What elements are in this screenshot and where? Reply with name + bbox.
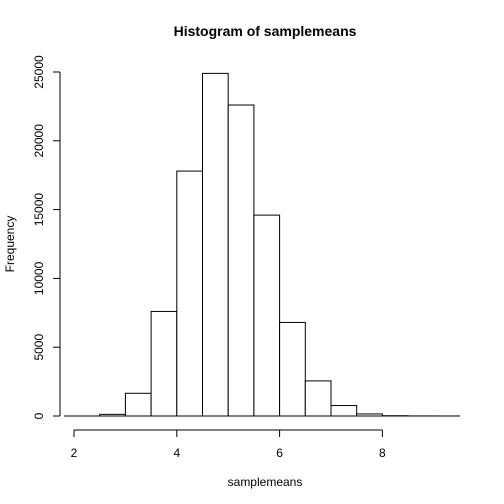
y-tick-label: 20000 bbox=[32, 124, 46, 158]
histogram-bar bbox=[150, 310, 178, 417]
histogram-bar bbox=[227, 104, 255, 417]
x-axis: 2 4 6 8 bbox=[71, 429, 386, 460]
y-tick-label: 10000 bbox=[32, 261, 46, 295]
y-tick-label: 0 bbox=[32, 412, 46, 419]
histogram-bar bbox=[253, 214, 281, 417]
chart-title: Histogram of samplemeans bbox=[174, 23, 357, 39]
histogram-bar bbox=[202, 72, 229, 417]
x-tick-label: 4 bbox=[173, 446, 180, 460]
x-tick-label: 2 bbox=[71, 446, 78, 460]
y-tick-label: 25000 bbox=[32, 55, 46, 89]
x-axis-label: samplemeans bbox=[228, 475, 303, 489]
histogram-bar bbox=[124, 392, 152, 417]
y-axis-label: Frequency bbox=[3, 216, 17, 273]
histogram-bar bbox=[279, 321, 306, 417]
histogram-bar bbox=[330, 405, 358, 417]
y-axis: 0 5000 10000 15000 20000 25000 bbox=[32, 55, 61, 419]
histogram-bar bbox=[304, 380, 332, 417]
y-tick-label: 5000 bbox=[32, 334, 46, 361]
histogram-bar bbox=[176, 170, 204, 417]
x-tick-label: 6 bbox=[276, 446, 283, 460]
bars-group bbox=[64, 72, 460, 417]
y-tick-label: 15000 bbox=[32, 193, 46, 227]
x-tick-label: 8 bbox=[379, 446, 386, 460]
